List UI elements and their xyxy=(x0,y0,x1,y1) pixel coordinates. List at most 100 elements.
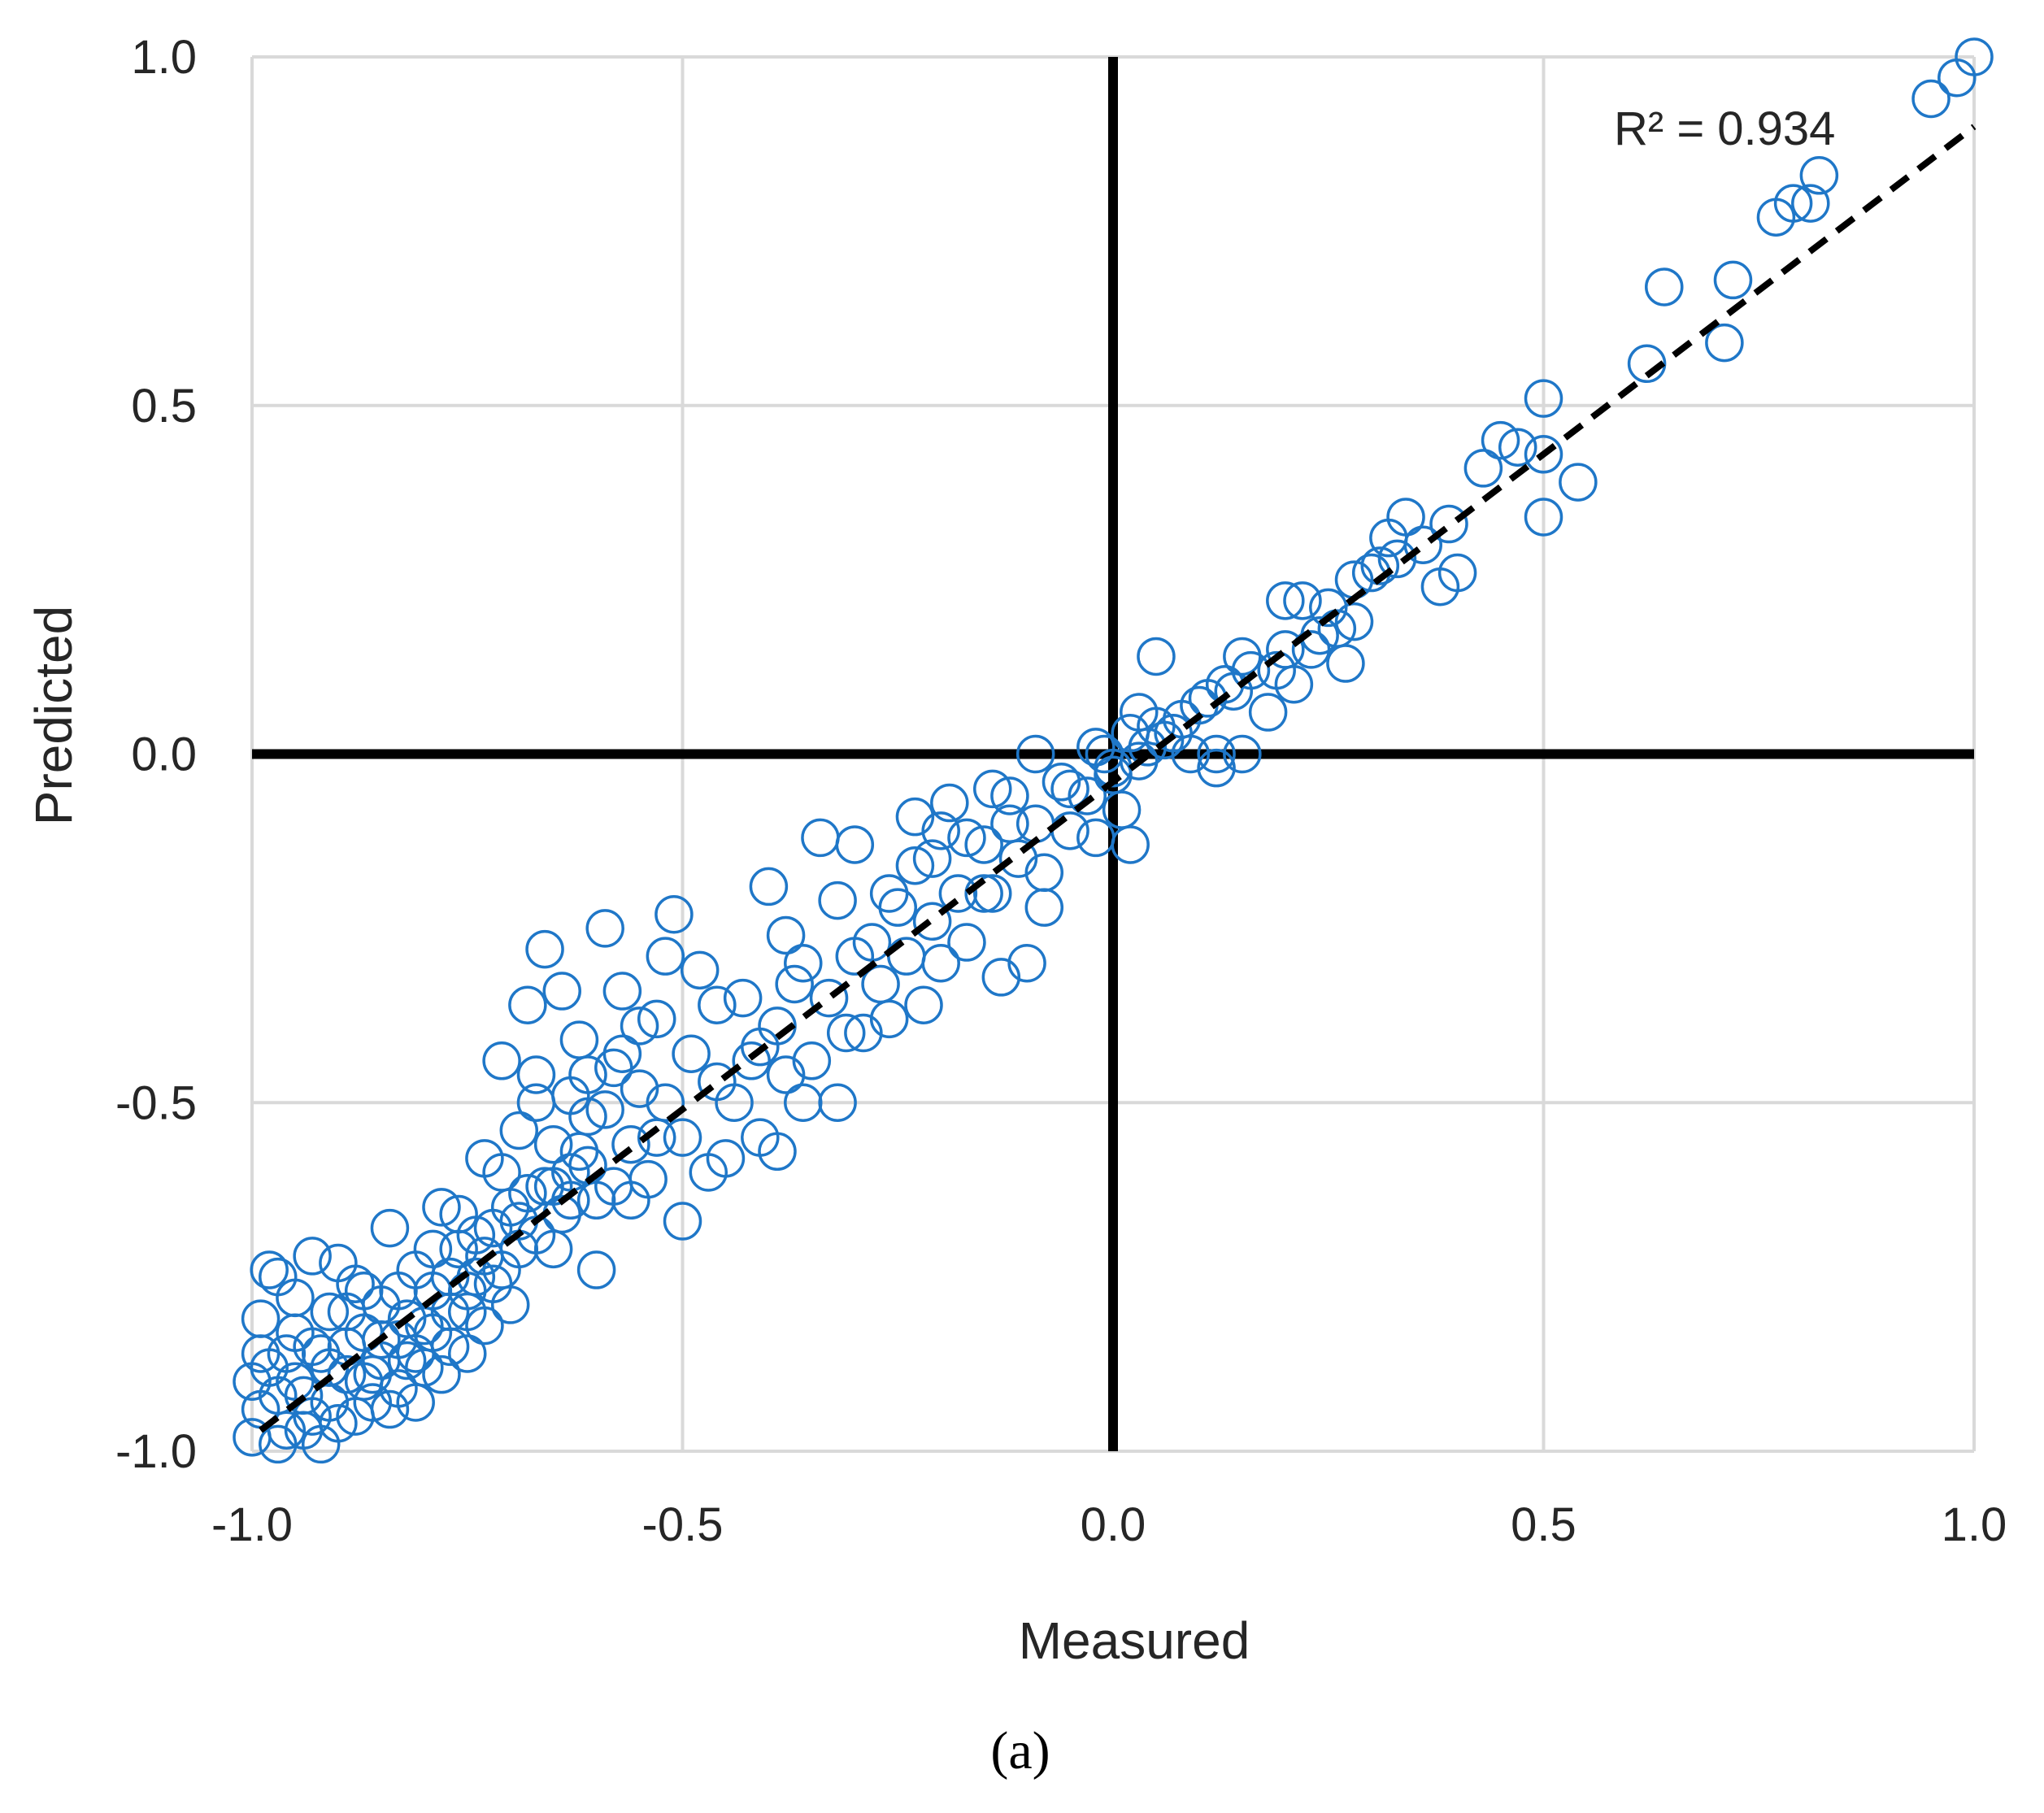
data-point xyxy=(1137,637,1176,676)
data-point xyxy=(422,1188,461,1227)
data-point xyxy=(672,1034,711,1073)
data-point xyxy=(912,902,952,941)
panel-label: (a) xyxy=(990,1721,1050,1780)
y-tick-label: -0.5 xyxy=(115,1076,197,1129)
data-point xyxy=(912,839,952,878)
data-point xyxy=(1429,504,1468,544)
data-point xyxy=(568,1055,607,1094)
data-point xyxy=(413,1313,453,1352)
data-point xyxy=(602,1034,642,1073)
data-point xyxy=(972,769,1012,809)
data-point xyxy=(508,1173,547,1213)
data-point xyxy=(749,867,789,906)
data-point xyxy=(1360,546,1400,585)
data-point xyxy=(1309,588,1348,628)
data-point xyxy=(1705,323,1744,363)
data-point xyxy=(1799,156,1839,195)
data-point xyxy=(1015,804,1055,843)
data-point xyxy=(1756,198,1796,237)
x-tick-label: 0.5 xyxy=(1511,1498,1576,1551)
data-point xyxy=(233,1362,272,1401)
data-point xyxy=(1197,734,1236,774)
data-point xyxy=(1377,539,1417,579)
data-point xyxy=(663,1202,702,1241)
data-point xyxy=(422,1354,461,1394)
data-point xyxy=(732,1041,771,1080)
data-point xyxy=(602,972,642,1011)
y-axis-ticks: -1.0 -0.5 0.0 0.5 1.0 xyxy=(115,31,197,1478)
data-point xyxy=(887,937,926,976)
data-point xyxy=(1223,734,1262,774)
data-point xyxy=(1420,567,1460,607)
data-point xyxy=(319,1243,358,1283)
data-point xyxy=(869,874,909,913)
data-point xyxy=(1559,463,1598,502)
data-point xyxy=(930,783,969,823)
data-point xyxy=(1463,449,1503,488)
data-point xyxy=(904,985,943,1024)
y-tick-label: -1.0 xyxy=(115,1425,197,1478)
data-point xyxy=(620,1006,659,1046)
data-point xyxy=(878,888,917,927)
data-point xyxy=(1291,630,1331,669)
trendline xyxy=(259,124,1977,1433)
data-point xyxy=(921,811,960,850)
data-point xyxy=(655,894,694,934)
data-point xyxy=(861,964,900,1004)
data-point xyxy=(310,1292,350,1332)
data-point xyxy=(792,1041,832,1080)
x-tick-label: -0.5 xyxy=(642,1498,724,1551)
data-point xyxy=(250,1250,289,1289)
data-point xyxy=(362,1320,401,1359)
y-tick-label: 1.0 xyxy=(131,31,197,84)
data-point xyxy=(559,1020,599,1059)
data-point xyxy=(844,1013,883,1053)
data-point xyxy=(1120,741,1159,780)
data-point xyxy=(293,1397,332,1436)
data-point xyxy=(766,1055,806,1094)
data-point xyxy=(1524,435,1563,474)
data-point xyxy=(758,1006,797,1046)
x-tick-label: 0.0 xyxy=(1081,1498,1146,1551)
data-point xyxy=(327,1292,367,1332)
data-point xyxy=(1007,944,1046,983)
data-point xyxy=(826,1013,866,1053)
data-point xyxy=(1274,665,1314,704)
data-point xyxy=(1223,637,1262,676)
data-point xyxy=(1481,420,1520,460)
data-point xyxy=(576,1250,616,1289)
data-point xyxy=(1120,693,1159,732)
data-point xyxy=(972,874,1012,913)
data-point xyxy=(818,1083,857,1122)
data-point xyxy=(698,985,737,1024)
r-squared-annotation: R² = 0.934 xyxy=(1614,102,1835,155)
data-point xyxy=(715,1083,754,1122)
data-point xyxy=(1911,79,1950,119)
data-point xyxy=(818,880,857,920)
data-point xyxy=(646,937,685,976)
data-point xyxy=(1197,748,1236,788)
data-point xyxy=(809,978,849,1018)
data-point xyxy=(241,1334,281,1373)
data-point xyxy=(895,797,935,837)
x-tick-label: -1.0 xyxy=(211,1498,293,1551)
data-point xyxy=(413,1229,453,1269)
data-point xyxy=(482,1041,521,1080)
data-point xyxy=(964,825,1003,864)
data-point xyxy=(1231,650,1271,690)
data-point xyxy=(981,958,1021,997)
data-point xyxy=(947,923,986,962)
data-point xyxy=(620,1069,659,1108)
data-point xyxy=(559,1132,599,1172)
data-point xyxy=(276,1362,315,1401)
data-point xyxy=(964,874,1003,913)
data-point xyxy=(1015,734,1055,774)
data-point xyxy=(1024,853,1064,893)
data-point xyxy=(439,1194,478,1234)
data-point xyxy=(1713,260,1753,300)
data-point xyxy=(542,972,581,1011)
data-point xyxy=(628,1159,668,1199)
data-point xyxy=(611,1124,650,1164)
data-point xyxy=(1498,428,1537,467)
